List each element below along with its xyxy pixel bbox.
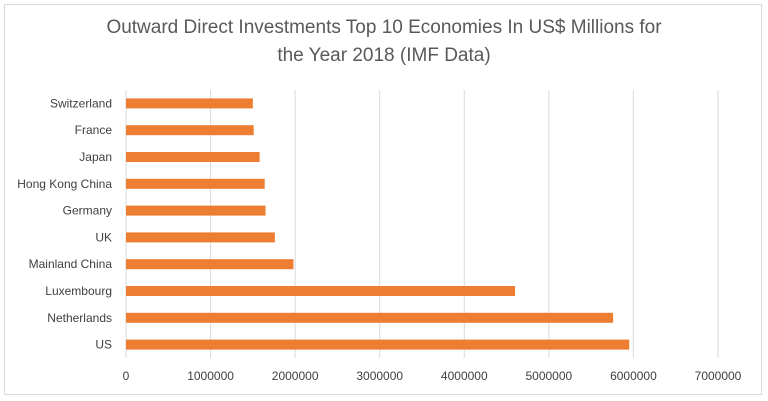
bar-uk: [126, 232, 275, 243]
bar-mainland-china: [126, 259, 294, 270]
bars: [126, 98, 630, 350]
x-tick-label-6: 6000000: [610, 369, 657, 383]
x-tick-label-4: 4000000: [441, 369, 488, 383]
x-tick-label-0: 0: [123, 369, 130, 383]
x-tick-label-7: 7000000: [695, 369, 742, 383]
chart-title-line-1: Outward Direct Investments Top 10 Econom…: [106, 17, 662, 38]
category-label-germany: Germany: [63, 204, 112, 218]
category-label-france: France: [75, 123, 113, 137]
category-label-luxembourg: Luxembourg: [45, 284, 112, 298]
bar-france: [126, 125, 254, 136]
category-label-uk: UK: [95, 230, 112, 244]
x-tick-label-3: 3000000: [356, 369, 403, 383]
x-tick-label-2: 2000000: [272, 369, 319, 383]
bar-germany: [126, 205, 266, 216]
bar-switzerland: [126, 98, 253, 109]
category-label-switzerland: Switzerland: [50, 96, 112, 110]
bar-netherlands: [126, 312, 614, 323]
bar-hong-kong-china: [126, 178, 265, 189]
x-tick-label-1: 1000000: [187, 369, 234, 383]
chart-title: Outward Direct Investments Top 10 Econom…: [0, 14, 768, 70]
x-tick-label-5: 5000000: [525, 369, 572, 383]
category-label-hong-kong-china: Hong Kong China: [17, 177, 112, 191]
category-label-netherlands: Netherlands: [47, 311, 112, 325]
bar-us: [126, 339, 630, 350]
chart-frame: [4, 4, 762, 395]
category-label-us: US: [95, 338, 112, 352]
category-labels: Switzerland France Japan Hong Kong China Ger…: [17, 96, 112, 351]
bar-luxembourg: [126, 286, 516, 296]
x-tick-labels: 0 1000000 2000000 3000000 4000000 5000000 6000…: [123, 369, 742, 383]
category-label-mainland-china: Mainland China: [29, 257, 113, 271]
bar-japan: [126, 152, 260, 162]
category-label-japan: Japan: [79, 150, 112, 164]
chart-title-line-2: the Year 2018 (IMF Data): [277, 45, 491, 66]
